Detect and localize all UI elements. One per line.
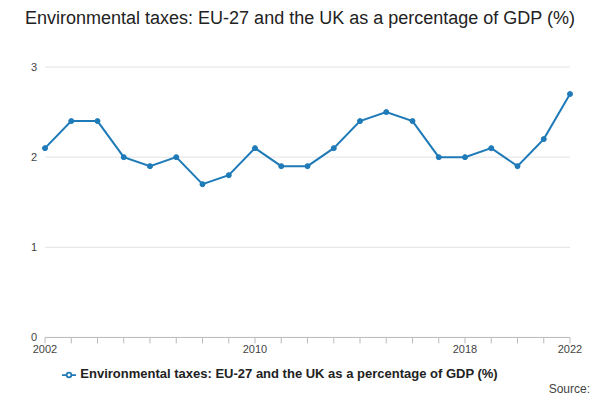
svg-text:2002: 2002 xyxy=(33,343,57,355)
html-text:Source:: Source: xyxy=(548,382,590,396)
svg-text:2010: 2010 xyxy=(243,343,267,355)
svg-text:2022: 2022 xyxy=(558,343,582,355)
svg-text:0: 0 xyxy=(31,331,37,343)
svg-text:2018: 2018 xyxy=(453,343,477,355)
svg-text:2: 2 xyxy=(31,151,37,163)
html-text:Environmental taxes: EU-27 and: Environmental taxes: EU-27 and the UK as… xyxy=(80,366,498,382)
svg-text:1: 1 xyxy=(31,241,37,253)
svg-text:3: 3 xyxy=(31,61,37,73)
html-text:Environmental taxes: EU-27 and: Environmental taxes: EU-27 and the UK as… xyxy=(25,8,575,28)
